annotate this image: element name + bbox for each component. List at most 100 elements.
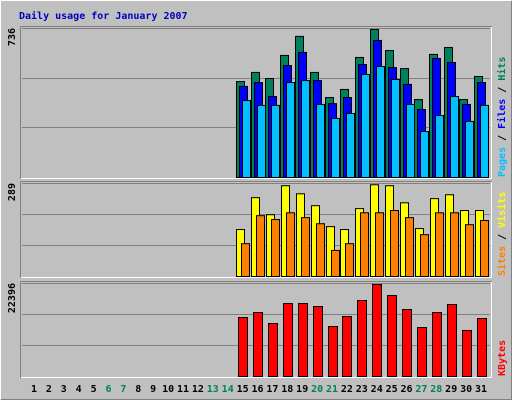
- legend-entry: KBytes: [497, 340, 508, 376]
- bar: [361, 73, 370, 178]
- x-tick-label: 1: [31, 384, 37, 395]
- legend-entry: Files: [496, 99, 508, 129]
- bar: [286, 82, 295, 178]
- bar: [480, 220, 489, 278]
- bar: [271, 104, 280, 178]
- bar: [331, 249, 340, 277]
- x-tick-label: 29: [445, 384, 457, 395]
- bar: [435, 115, 444, 178]
- bar: [420, 131, 429, 178]
- x-tick-label: 5: [91, 384, 97, 395]
- legend-entry: Pages: [497, 147, 508, 177]
- chart-title: Daily usage for January 2007: [19, 10, 188, 22]
- panel-bevel-dark: [20, 281, 492, 378]
- x-tick-label: 19: [296, 384, 308, 395]
- x-tick-label: 16: [251, 384, 263, 395]
- bar: [342, 316, 352, 377]
- x-tick-label: 25: [386, 384, 398, 395]
- bar: [253, 312, 263, 377]
- bar: [268, 323, 278, 378]
- bar: [375, 212, 384, 277]
- bar: [242, 100, 251, 178]
- bar: [447, 304, 457, 377]
- x-tick-label: 26: [400, 384, 412, 395]
- x-tick-label: 28: [430, 384, 442, 395]
- bar: [301, 217, 310, 278]
- bar: [360, 212, 369, 277]
- bar: [390, 210, 399, 277]
- bar: [257, 104, 266, 178]
- legend: KBytes: [497, 340, 508, 376]
- x-tick-label: 23: [356, 384, 368, 395]
- panel-bevel-light: [21, 282, 492, 378]
- x-tick-label: 31: [475, 384, 487, 395]
- x-tick-label: 18: [281, 384, 293, 395]
- bar: [391, 79, 400, 178]
- bar: [241, 243, 250, 277]
- x-tick-label: 24: [371, 384, 383, 395]
- bar: [387, 295, 397, 377]
- x-tick-label: 20: [311, 384, 323, 395]
- x-tick-label: 17: [266, 384, 278, 395]
- x-tick-label: 21: [326, 384, 338, 395]
- panel-bevel-dark: [20, 181, 492, 278]
- bar: [345, 243, 354, 277]
- bar: [462, 330, 472, 377]
- x-tick-label: 15: [237, 384, 249, 395]
- x-tick-label: 14: [222, 384, 234, 395]
- bar: [435, 212, 444, 277]
- bar: [316, 223, 325, 277]
- x-tick-label: 12: [192, 384, 204, 395]
- x-tick-label: 4: [76, 384, 82, 395]
- bar: [286, 212, 295, 277]
- x-tick-label: 9: [150, 384, 156, 395]
- bar: [298, 303, 308, 377]
- bar: [238, 317, 248, 377]
- legend-separator: /: [497, 81, 508, 99]
- bar: [477, 318, 487, 377]
- x-tick-label: 11: [177, 384, 189, 395]
- x-tick-label: 10: [162, 384, 174, 395]
- y-tick-label: 22396: [7, 283, 18, 313]
- legend-entry: Hits: [496, 57, 508, 81]
- legend-entry: Visits: [496, 192, 508, 228]
- x-tick-label: 30: [460, 384, 472, 395]
- bar: [406, 103, 415, 178]
- bar: [432, 312, 442, 377]
- bar: [301, 80, 310, 178]
- panel-bevel-dark: [20, 26, 492, 179]
- x-tick-label: 8: [135, 384, 141, 395]
- x-tick-label: 7: [120, 384, 126, 395]
- bar: [417, 327, 427, 378]
- bar: [256, 215, 265, 277]
- legend-entry: Sites: [496, 246, 508, 276]
- bar: [450, 212, 459, 277]
- x-tick-label: 6: [105, 384, 111, 395]
- bar: [271, 219, 280, 277]
- bar: [283, 303, 293, 377]
- legend: Sites / Visits: [496, 192, 508, 276]
- y-tick-label: 736: [7, 28, 18, 46]
- legend-separator: /: [497, 228, 508, 246]
- bar: [465, 224, 474, 277]
- panel-bevel-light: [21, 27, 492, 179]
- y-tick-label: 289: [7, 183, 18, 201]
- bar: [480, 104, 489, 178]
- bar: [357, 300, 367, 378]
- x-tick-label: 2: [46, 384, 52, 395]
- bar: [420, 234, 429, 278]
- bar: [313, 306, 323, 378]
- legend: Pages / Files / Hits: [496, 57, 508, 177]
- bar: [450, 96, 459, 178]
- x-tick-label: 22: [341, 384, 353, 395]
- panel-bevel-light: [21, 182, 492, 278]
- legend-separator: /: [497, 129, 508, 147]
- bar: [316, 103, 325, 178]
- bar: [372, 284, 382, 378]
- x-tick-label: 3: [61, 384, 67, 395]
- bar: [405, 217, 414, 278]
- bar: [328, 326, 338, 377]
- x-tick-label: 27: [415, 384, 427, 395]
